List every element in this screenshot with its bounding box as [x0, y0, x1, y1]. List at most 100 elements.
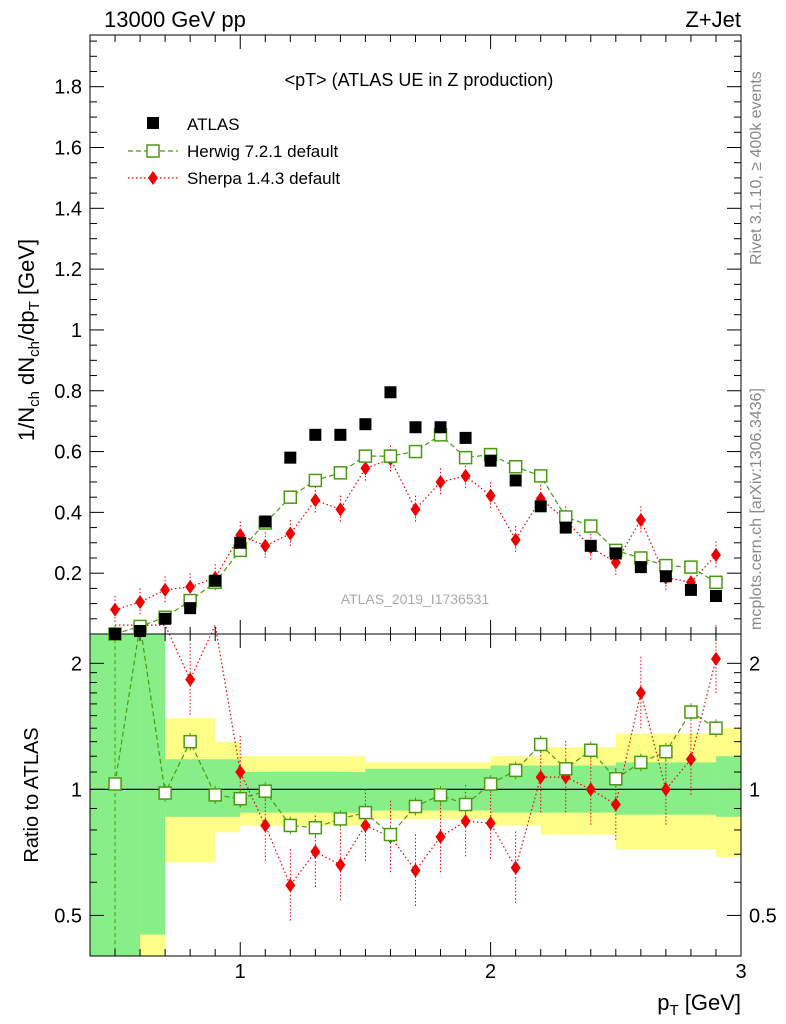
- sherpa-ratio-point: [685, 752, 696, 767]
- herwig-point: [283, 490, 298, 504]
- herwig-ratio-point: [208, 788, 222, 802]
- y-axis-label: 1/Nch dNch/dpT [GeV]: [14, 239, 43, 441]
- mcplots-label: mcplots.cern.ch [arXiv:1306.3436]: [748, 388, 765, 630]
- atlas-point: [234, 536, 247, 549]
- herwig-point: [458, 450, 473, 465]
- atlas-point: [484, 454, 497, 467]
- herwig-ratio-point: [258, 784, 273, 798]
- herwig-ratio-point: [183, 734, 197, 749]
- atlas-point: [259, 515, 272, 528]
- sherpa-point: [360, 461, 371, 476]
- x-tick-label: 2: [485, 961, 496, 983]
- atlas-point: [309, 428, 322, 441]
- sherpa-point: [110, 602, 121, 617]
- atlas-point: [609, 547, 622, 560]
- herwig-point: [684, 560, 698, 574]
- herwig-point: [584, 519, 598, 533]
- ratio-green-band: [715, 756, 741, 817]
- atlas-point: [709, 589, 722, 602]
- herwig-ratio-point: [508, 763, 523, 778]
- atlas-point: [684, 583, 697, 596]
- ratio-green-band: [140, 634, 166, 935]
- herwig-point: [659, 558, 673, 573]
- x-tick-label: 3: [735, 961, 746, 983]
- rivet-label: Rivet 3.1.10, ≥ 400k events: [748, 71, 765, 265]
- sherpa-ratio-point: [335, 857, 346, 872]
- y-tick-label: 1: [71, 320, 82, 342]
- herwig-ratio-point: [558, 762, 573, 776]
- y-tick-label: 1.6: [54, 138, 82, 160]
- atlas-point: [159, 612, 172, 625]
- herwig-point: [333, 466, 348, 480]
- atlas-point: [634, 561, 647, 574]
- herwig-ratio-point: [158, 786, 172, 800]
- herwig-ratio-point: [108, 777, 122, 791]
- sherpa-point: [510, 532, 521, 547]
- atlas-point: [209, 574, 222, 587]
- herwig-ratio-point: [458, 797, 473, 812]
- ratio-panel: 0.5 0.5 1 1 2 2: [54, 623, 777, 957]
- analysis-watermark: ATLAS_2019_I1736531: [341, 591, 490, 607]
- sherpa-ratio-point: [510, 860, 521, 875]
- legend-marker-sherpa: [148, 171, 158, 185]
- herwig-ratio-point: [584, 743, 598, 758]
- herwig-ratio-point: [383, 827, 398, 842]
- ratio-y-tick-label-right: 0.5: [749, 905, 777, 927]
- sherpa-ratio-point: [185, 672, 196, 687]
- sherpa-point: [135, 595, 146, 610]
- atlas-point: [409, 421, 422, 434]
- sherpa-ratio-point: [360, 818, 371, 833]
- herwig-point: [558, 510, 573, 524]
- sherpa-point: [260, 538, 271, 553]
- sherpa-point: [185, 579, 196, 594]
- atlas-point: [284, 451, 297, 464]
- header-right: Z+Jet: [685, 7, 741, 32]
- ratio-y-tick-label-right: 2: [749, 653, 760, 675]
- y-tick-label: 0.2: [54, 563, 82, 585]
- legend-marker-herwig: [146, 144, 160, 158]
- y-tick-label: 1.4: [54, 198, 82, 220]
- chart-title: <pT> (ATLAS UE in Z production): [285, 70, 554, 90]
- sherpa-point: [410, 502, 421, 517]
- atlas-point: [384, 386, 397, 399]
- herwig-point: [308, 473, 323, 488]
- herwig-ratio-point: [684, 705, 698, 719]
- sherpa-ratio-point: [310, 844, 321, 859]
- herwig-ratio-point: [358, 805, 373, 820]
- sherpa-ratio-point: [410, 863, 421, 878]
- herwig-point: [408, 444, 423, 459]
- header-left: 13000 GeV pp: [104, 7, 246, 32]
- sherpa-ratio-point: [460, 814, 471, 829]
- herwig-ratio-point: [533, 737, 548, 752]
- atlas-point: [109, 628, 122, 640]
- atlas-point: [559, 521, 572, 534]
- x-tick-label: 1: [235, 961, 246, 983]
- sherpa-line: [114, 458, 717, 611]
- legend: ATLAS Herwig 7.2.1 default Sherpa 1.4.3 …: [128, 115, 340, 188]
- sherpa-ratio-point: [635, 685, 646, 700]
- herwig-ratio-point: [609, 772, 623, 786]
- atlas-point: [534, 500, 547, 513]
- sherpa-ratio-point: [485, 816, 496, 831]
- herwig-point: [533, 469, 548, 483]
- y-tick-label: 0.6: [54, 442, 82, 464]
- herwig-ratio-point: [483, 777, 498, 791]
- legend-label-herwig: Herwig 7.2.1 default: [187, 142, 338, 161]
- herwig-ratio-point: [433, 788, 448, 802]
- sherpa-point: [435, 474, 446, 489]
- main-panel: 1 2 3 0.2 0.4 0.6 0.8 1 1.2 1.4 1.6 1.8: [54, 34, 747, 983]
- y-tick-label: 0.4: [54, 502, 82, 524]
- atlas-point: [659, 570, 672, 583]
- legend-label-atlas: ATLAS: [187, 115, 240, 134]
- y-tick-label: 1.2: [54, 259, 82, 281]
- sherpa-point: [485, 488, 496, 503]
- herwig-point: [508, 460, 523, 474]
- ratio-y-tick-label-right: 1: [749, 779, 760, 801]
- legend-label-sherpa: Sherpa 1.4.3 default: [187, 169, 340, 188]
- sherpa-point: [460, 468, 471, 483]
- sherpa-ratio-point: [235, 765, 246, 780]
- herwig-point: [383, 449, 398, 463]
- sherpa-ratio-point: [710, 651, 721, 666]
- sherpa-point: [335, 502, 346, 517]
